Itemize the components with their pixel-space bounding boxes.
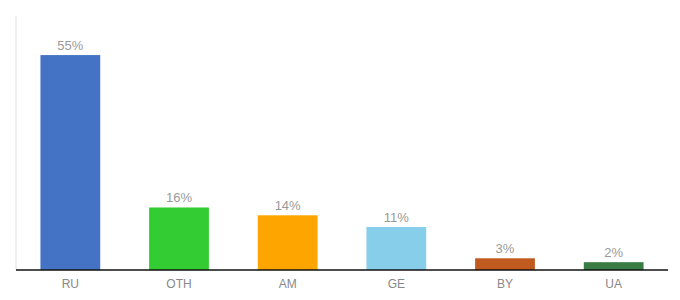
labels: 55% 16% 14% 11% 3% 2% [57,38,623,260]
x-tick-label: UA [605,277,622,291]
data-label: 3% [496,241,515,256]
x-tick-label: BY [497,277,513,291]
data-label: 16% [166,190,192,205]
data-label: 55% [57,38,83,53]
bars [40,55,643,270]
chart-container: 55% 16% 14% 11% 3% 2% RU OTH AM GE BY UA [0,0,680,300]
data-label: 2% [604,245,623,260]
bar [258,215,318,270]
bar [366,227,426,270]
x-tick-label: AM [279,277,297,291]
y-axis-line [16,16,17,270]
chart: 55% 16% 14% 11% 3% 2% RU OTH AM GE BY UA [0,0,680,300]
x-tick-label: OTH [166,277,191,291]
bar [40,55,100,270]
bar [149,207,209,270]
x-tick-label: RU [62,277,79,291]
x-axis-line [16,269,668,271]
bar [584,262,644,270]
data-label: 11% [384,210,409,225]
x-tick-label: GE [388,277,405,291]
data-label: 14% [275,198,301,213]
bar [475,258,535,270]
